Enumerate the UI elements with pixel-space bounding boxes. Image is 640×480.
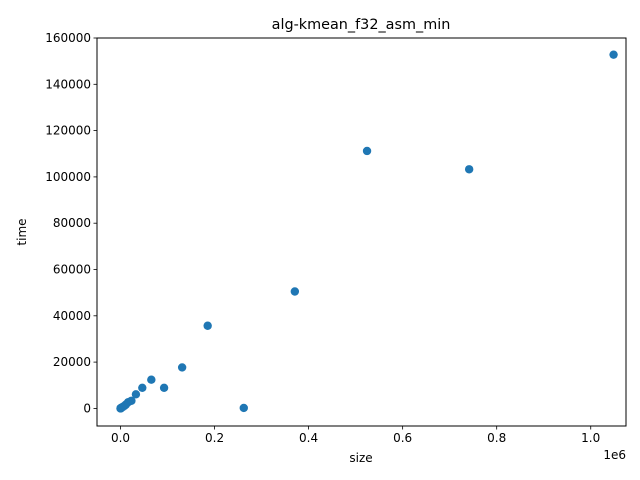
plot-frame [96, 37, 627, 427]
x-tick-label: 0.8 [487, 431, 506, 445]
y-tick-label: 80000 [53, 216, 91, 230]
data-point [609, 50, 618, 59]
y-tick-label: 100000 [45, 170, 91, 184]
x-tick-label: 0.4 [299, 431, 318, 445]
x-axis-label: size [349, 451, 372, 465]
y-axis-ticks: 0 20000 40000 60000 80000 100000 120000 140000 1… [45, 31, 97, 415]
x-tick-label: 1.0 [581, 431, 600, 445]
x-tick-label: 0.2 [205, 431, 224, 445]
data-point [127, 396, 136, 405]
x-tick-label: 0.0 [111, 431, 130, 445]
data-point [177, 363, 187, 372]
y-tick-label: 0 [83, 401, 91, 415]
data-point [362, 146, 372, 156]
y-tick-label: 120000 [45, 124, 91, 138]
y-tick-label: 20000 [53, 355, 91, 369]
y-tick-label: 60000 [53, 263, 91, 277]
x-axis-ticks: 0.0 0.2 0.4 0.6 0.8 1.0 [111, 426, 600, 445]
data-point [464, 165, 474, 174]
data-point [131, 390, 141, 399]
x-tick-label: 0.6 [393, 431, 412, 445]
y-tick-label: 40000 [53, 309, 91, 323]
y-tick-label: 140000 [45, 77, 91, 91]
data-point [138, 383, 147, 393]
data-point [239, 403, 248, 413]
x-axis-offset-label: 1e6 [603, 448, 626, 462]
y-axis-label: time [15, 218, 29, 245]
chart-title: alg-kmean_f32_asm_min [272, 17, 451, 33]
y-tick-label: 160000 [45, 31, 91, 45]
data-points [116, 50, 618, 413]
data-point [203, 321, 212, 330]
data-point [290, 287, 300, 296]
data-point [147, 375, 156, 384]
data-point [159, 383, 169, 393]
